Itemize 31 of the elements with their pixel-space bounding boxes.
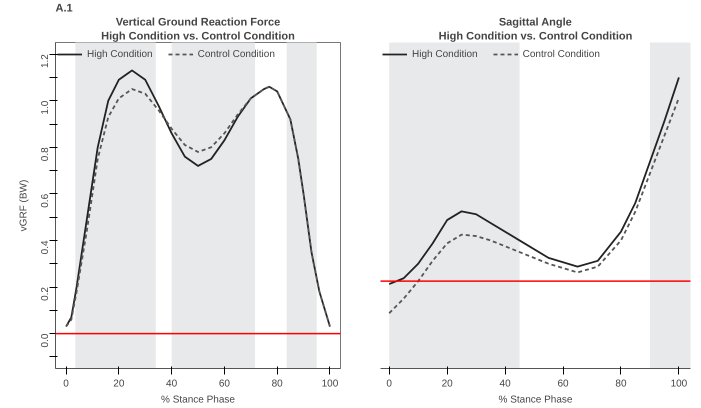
- text: A.1: [56, 2, 73, 14]
- x-tick-label: 20: [113, 378, 125, 390]
- chart-title: Vertical Ground Reaction Force: [116, 16, 280, 28]
- y-tick-label: 0.6: [40, 193, 51, 208]
- y-tick-label: 0.4: [40, 240, 51, 254]
- x-tick-label: 100: [322, 378, 339, 390]
- x-axis-title: % Stance Phase: [498, 394, 573, 406]
- x-tick-label: 80: [272, 378, 284, 390]
- x-tick-label: 20: [442, 378, 454, 390]
- chart-title: Sagittal Angle: [498, 16, 572, 28]
- x-axis-title: % Stance Phase: [161, 394, 236, 406]
- y-tick-label: 0.0: [40, 333, 51, 348]
- x-tick-label: 40: [166, 378, 178, 390]
- x-tick-label: 0: [386, 378, 392, 390]
- y-tick-label: 1.0: [40, 100, 51, 115]
- legend-label: High Condition: [87, 48, 153, 60]
- chart-subtitle: High Condition vs. Control Condition: [101, 30, 296, 42]
- y-tick-label: 0.8: [40, 146, 51, 162]
- y-axis-title: vGRF (BW): [18, 180, 30, 232]
- legend-label: High Condition: [412, 48, 478, 60]
- x-tick-label: 0: [63, 378, 70, 390]
- legend-label: Control Condition: [522, 48, 600, 60]
- x-tick-label: 60: [557, 378, 570, 390]
- y-tick-label: 1.2: [40, 54, 51, 68]
- y-tick-label: 0.2: [40, 286, 51, 301]
- chart-subtitle: High Condition vs. Control Condition: [438, 30, 633, 42]
- x-tick-label: 60: [218, 378, 230, 390]
- legend-label: Control Condition: [198, 48, 275, 60]
- x-tick-label: 40: [500, 378, 512, 390]
- x-tick-label: 80: [615, 378, 627, 390]
- x-tick-label: 100: [670, 378, 688, 390]
